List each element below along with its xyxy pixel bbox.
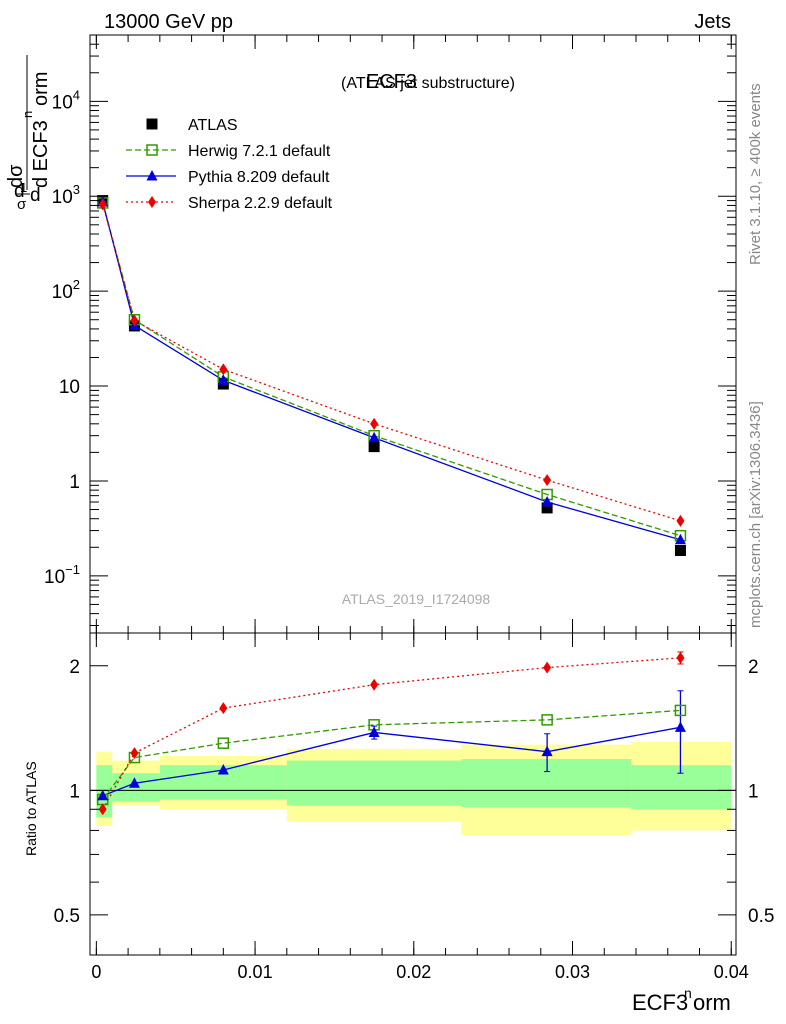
ratio-tick-label: 1 [69,781,80,802]
data-point [370,417,379,430]
svg-text:d: d [14,181,25,202]
ratio-point [97,789,109,801]
legend-marker [146,170,158,181]
legend-marker [148,196,156,208]
svg-text:orm: orm [30,72,52,106]
data-point [368,431,380,443]
ratio-point [98,803,107,816]
ratio-point [543,661,552,674]
ratio-panel: 0.5 0.5 1 1 2 2 Ratio to ATLAS [23,632,774,956]
uncertainty-band-green [461,759,632,808]
data-point [368,441,380,453]
svg-text:n: n [684,985,692,1001]
ratio-tick-label: 0.5 [54,906,80,927]
data-point [130,314,139,327]
main-frame [89,34,737,634]
svg-text:orm: orm [693,990,731,1015]
uncertainty-band-green [631,765,732,810]
ratio-point [370,678,379,691]
data-point [543,474,552,487]
data-point [541,496,553,507]
legend-label: ATLAS [188,117,238,134]
x-tick-label: 0.03 [555,962,590,982]
ratio-point [368,726,380,737]
y-tick-label: 10 [59,377,80,398]
rivet-label: Rivet 3.1.10, ≥ 400k events [747,83,764,265]
svg-text:dσ: dσ [5,164,27,188]
legend-label: Herwig 7.2.1 default [188,143,331,160]
series-line [102,201,681,541]
ratio-point [541,745,553,757]
ratio-tick-label-right: 0.5 [748,906,774,927]
svg-text:1: 1 [20,180,27,195]
legend-label: Pythia 8.209 default [188,169,330,186]
series-line [102,202,681,537]
x-tick-label: 0 [91,962,101,982]
header-category: Jets [694,11,731,33]
uncertainty-band-green [286,760,462,806]
legend-marker [146,118,158,130]
ratio-frame [89,632,737,956]
ratio-tick-label-right: 2 [748,657,759,678]
ratio-point [674,721,686,732]
svg-text:d ECF3: d ECF3 [30,120,52,188]
svg-text:n: n [20,111,35,118]
ratio-tick-label-right: 1 [748,781,759,802]
y-tick-label: 102 [52,277,80,303]
analysis-watermark: ATLAS_2019_I1724098 [342,591,491,607]
ratio-point [217,737,230,749]
svg-text:ECF3: ECF3 [632,990,688,1015]
main-panel: 0 0.01 0.02 0.03 0.04 10−1 1 10 102 103 104 ECF3 (… [5,34,749,982]
y-axis-label: d 1 σ d dσ d ECF3 n orm [5,55,52,213]
y-tick-label: 104 [52,87,80,113]
data-point [219,363,228,376]
y-tick-label: 103 [52,182,80,208]
legend-label: Sherpa 2.2.9 default [188,195,333,212]
ratio-point [541,714,553,726]
ratio-series-line [102,726,681,797]
x-axis-label: ECF3 n orm [632,985,731,1015]
ratio-y-label: Ratio to ATLAS [23,761,39,856]
ratio-point [676,651,685,664]
legend: ATLAS Herwig 7.2.1 default Pythia 8.209 de… [126,117,333,212]
legend-marker [146,144,158,156]
y-tick-label: 1 [69,472,80,493]
data-point [98,198,107,211]
x-tick-label: 0.01 [238,962,273,982]
data-point [676,514,685,527]
series-line [102,204,681,522]
ratio-point [128,777,140,788]
ratio-tick-label: 2 [69,657,80,678]
ratio-point [219,702,228,715]
header-process: 13000 GeV pp [104,11,233,33]
y-label-d-prefix: d [30,185,41,206]
y-tick-label: 10−1 [44,562,80,588]
ratio-point [130,747,139,760]
x-tick-label: 0.02 [396,962,431,982]
mcplots-label: mcplots.cern.ch [arXiv:1306.3436] [747,401,764,628]
ratio-series-line [102,709,681,800]
data-point [674,533,686,545]
x-tick-label: 0.04 [714,962,749,982]
chart-subtitle: (ATLAS jet substructure) [341,75,515,92]
ratio-point [217,763,229,775]
svg-text:σ: σ [17,196,27,213]
data-point [541,502,553,514]
ratio-series-line [102,657,681,810]
data-point [217,374,229,385]
ratio-point [674,704,687,717]
chart-title: ECF3 [366,71,417,93]
data-point [674,545,686,557]
